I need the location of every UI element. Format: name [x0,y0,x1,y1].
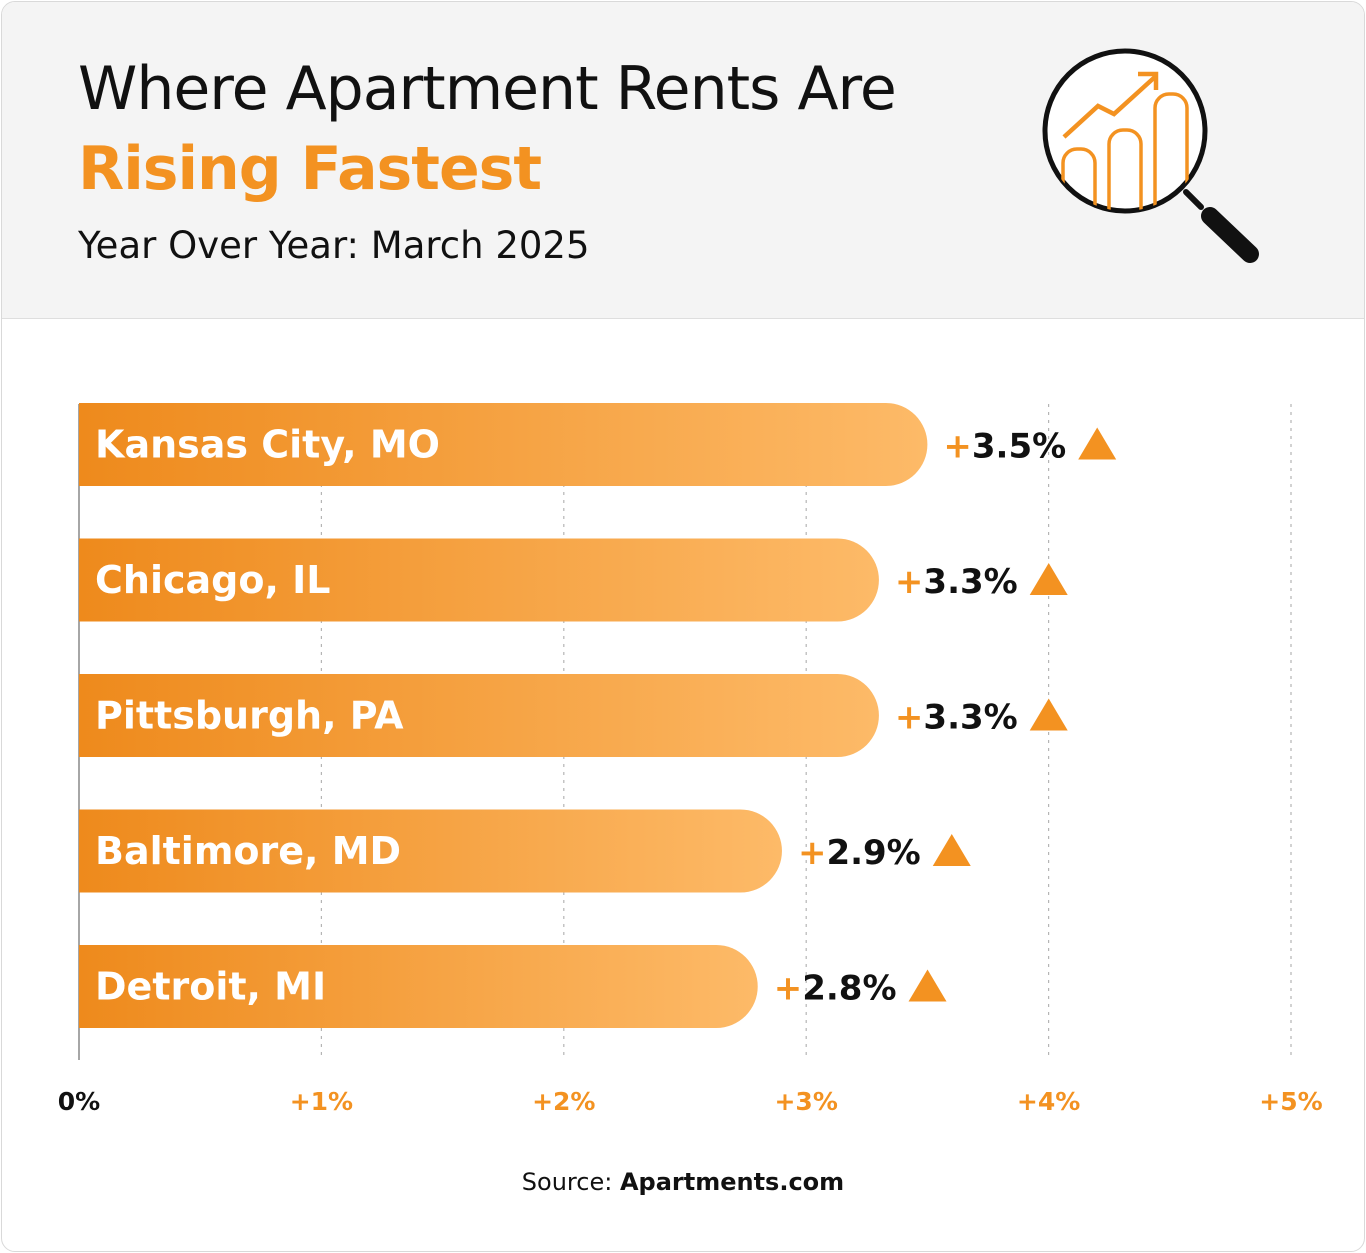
bar [79,945,758,1028]
bar-category-label: Baltimore, MD [95,829,401,873]
page-subtitle: Year Over Year: March 2025 [78,224,590,267]
page-title: Where Apartment Rents Are [78,54,897,124]
bar-category-label: Kansas City, MO [95,423,440,467]
page-title-highlight: Rising Fastest [78,134,542,204]
x-tick-label: +2% [532,1087,595,1116]
triangle-up-icon [1029,563,1068,595]
x-tick-label: 0% [58,1087,100,1116]
bar-category-label: Pittsburgh, PA [95,694,404,738]
bar-value-label: +3.5% [943,427,1066,467]
bar [79,403,928,486]
x-tick-label: +5% [1259,1087,1322,1116]
triangle-up-icon [1029,698,1068,731]
triangle-up-icon [1078,427,1117,460]
source-label: Source: [521,1168,613,1196]
bar-value-label: +3.3% [895,562,1018,602]
x-tick-label: +3% [774,1087,837,1116]
x-tick-label: +4% [1017,1087,1080,1116]
bar [79,538,879,622]
bar-value-label: +2.9% [798,833,921,873]
bar-value-label: +3.3% [895,698,1018,738]
bar [79,809,782,893]
x-tick-label: +1% [290,1087,353,1116]
triangle-up-icon [908,969,947,1002]
bar-category-label: Chicago, IL [95,558,330,602]
bar-chart: Kansas City, MO +3.5% Chicago, IL +3.3% Pitt… [58,403,1323,1116]
source-name: Apartments.com [619,1168,845,1196]
bar-category-label: Detroit, MI [95,965,326,1009]
magnifier-chart-icon [1042,48,1259,263]
bar [79,674,879,757]
triangle-up-icon [932,834,971,866]
source-credit: Source: Apartments.com [2,1168,1364,1196]
header: Where Apartment Rents Are Rising Fastest… [2,2,1364,319]
bar-value-label: +2.8% [774,969,897,1009]
